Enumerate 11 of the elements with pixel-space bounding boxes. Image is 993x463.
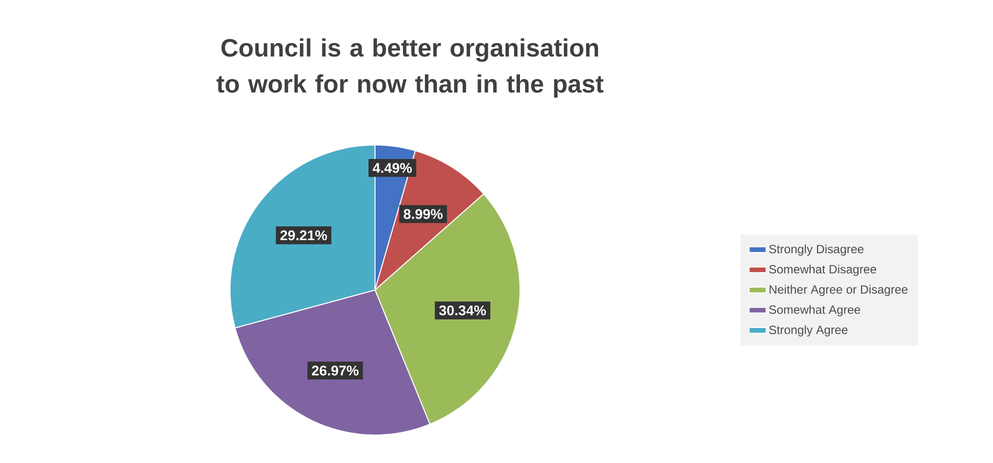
data-label: 29.21% bbox=[280, 230, 327, 240]
legend-label: Strongly Agree bbox=[769, 325, 848, 336]
legend-label: Strongly Disagree bbox=[769, 244, 864, 256]
data-label: 4.49% bbox=[372, 162, 412, 173]
legend-label: Neither Agree or Disagree bbox=[770, 284, 908, 296]
data-label: 26.97% bbox=[312, 366, 359, 376]
data-label: 30.34% bbox=[439, 305, 486, 316]
data-label: 8.99% bbox=[404, 209, 443, 219]
chart-title: Council is a better organisation to work for now than in the past bbox=[216, 38, 604, 98]
legend-label: Somewhat Disagree bbox=[769, 264, 876, 276]
legend-label: Somewhat Agree bbox=[769, 305, 860, 316]
